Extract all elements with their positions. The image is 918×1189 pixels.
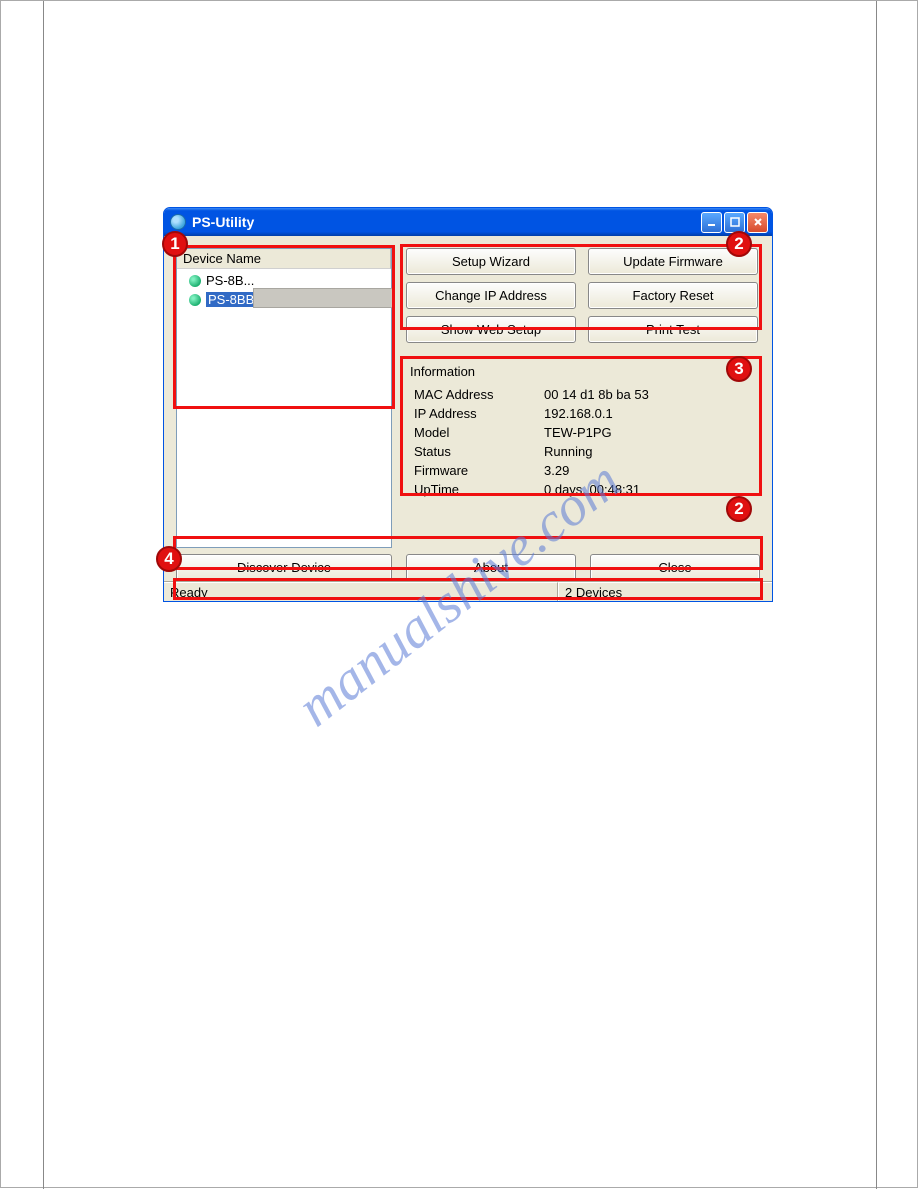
- info-row: MAC Address00 14 d1 8b ba 53: [414, 385, 750, 404]
- info-row: Firmware3.29: [414, 461, 750, 480]
- app-icon: [170, 214, 186, 230]
- bottom-button-row: Discover Device About Close: [176, 554, 760, 581]
- show-web-setup-button[interactable]: Show Web Setup: [406, 316, 576, 343]
- device-list-panel: Device Name PS-8B... PS-8BBA03: [176, 248, 392, 548]
- information-table: MAC Address00 14 d1 8b ba 53 IP Address1…: [404, 381, 760, 503]
- discover-device-button[interactable]: Discover Device: [176, 554, 392, 581]
- factory-reset-button[interactable]: Factory Reset: [588, 282, 758, 309]
- info-key: UpTime: [414, 482, 544, 497]
- info-row: UpTime0 days, 00:48:31: [414, 480, 750, 499]
- window-controls: [701, 212, 768, 233]
- info-key: Model: [414, 425, 544, 440]
- about-button[interactable]: About: [406, 554, 576, 581]
- window-title: PS-Utility: [192, 214, 701, 230]
- close-dialog-button[interactable]: Close: [590, 554, 760, 581]
- information-group: Information MAC Address00 14 d1 8b ba 53…: [404, 364, 760, 521]
- info-row: ModelTEW-P1PG: [414, 423, 750, 442]
- maximize-button[interactable]: [724, 212, 745, 233]
- info-key: MAC Address: [414, 387, 544, 402]
- change-ip-button[interactable]: Change IP Address: [406, 282, 576, 309]
- setup-wizard-button[interactable]: Setup Wizard: [406, 248, 576, 275]
- device-list-header[interactable]: Device Name: [177, 249, 391, 269]
- callout-4: 4: [156, 546, 182, 572]
- minimize-button[interactable]: [701, 212, 722, 233]
- info-row: StatusRunning: [414, 442, 750, 461]
- app-window: PS-Utility Device Name PS-8B...: [163, 207, 773, 602]
- info-key: IP Address: [414, 406, 544, 421]
- titlebar[interactable]: PS-Utility: [164, 208, 772, 236]
- info-val: 0 days, 00:48:31: [544, 482, 750, 497]
- callout-3: 3: [726, 356, 752, 382]
- status-bar: Ready 2 Devices: [164, 581, 772, 601]
- callout-2a: 2: [726, 231, 752, 257]
- action-button-grid: Setup Wizard Update Firmware Change IP A…: [406, 248, 758, 350]
- info-val: 192.168.0.1: [544, 406, 750, 421]
- info-val: 3.29: [544, 463, 750, 478]
- info-val: TEW-P1PG: [544, 425, 750, 440]
- device-icon: [189, 275, 201, 287]
- callout-1: 1: [162, 231, 188, 257]
- information-label: Information: [410, 364, 760, 379]
- status-ready: Ready: [164, 582, 558, 601]
- redaction-bar: [253, 288, 395, 308]
- callout-2b: 2: [726, 496, 752, 522]
- info-row: IP Address192.168.0.1: [414, 404, 750, 423]
- info-val: Running: [544, 444, 750, 459]
- info-key: Status: [414, 444, 544, 459]
- device-label: PS-8B...: [206, 273, 254, 288]
- close-button[interactable]: [747, 212, 768, 233]
- info-val: 00 14 d1 8b ba 53: [544, 387, 750, 402]
- device-icon: [189, 294, 201, 306]
- status-device-count: 2 Devices: [558, 582, 772, 601]
- info-key: Firmware: [414, 463, 544, 478]
- print-test-button[interactable]: Print Test: [588, 316, 758, 343]
- client-area: Device Name PS-8B... PS-8BBA03 Setup Wiz…: [164, 236, 772, 583]
